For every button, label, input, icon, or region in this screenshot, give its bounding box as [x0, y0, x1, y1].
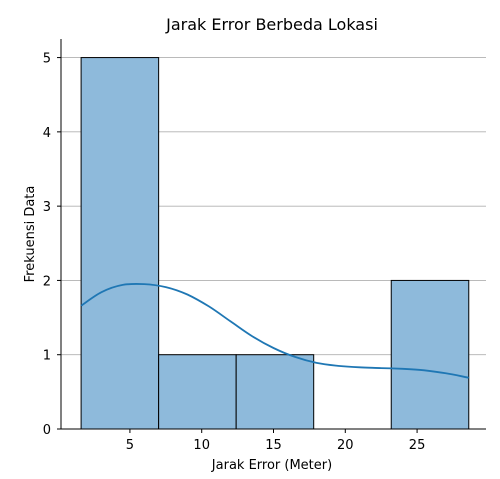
x-tick-label: 15 — [265, 438, 282, 453]
y-tick-label: 5 — [43, 52, 51, 67]
histogram-bar — [158, 354, 237, 430]
y-tick-label: 2 — [43, 274, 51, 289]
kde-curve — [80, 282, 469, 379]
x-tick-label: 25 — [409, 438, 426, 453]
histogram-bar — [80, 57, 160, 430]
histogram-bar — [390, 279, 470, 430]
chart-title: Jarak Error Berbeda Lokasi — [165, 15, 378, 34]
y-axis-label: Frekuensi Data — [23, 186, 38, 283]
y-tick-label: 0 — [43, 423, 51, 438]
x-axis-ticks: 5 10 15 20 25 — [126, 429, 426, 453]
x-tick-label: 10 — [193, 438, 210, 453]
x-tick-label: 5 — [126, 438, 134, 453]
x-tick-label: 20 — [337, 438, 354, 453]
y-axis-ticks: 0 1 2 3 4 5 — [43, 52, 61, 438]
y-tick-label: 1 — [43, 349, 51, 364]
y-tick-label: 4 — [43, 126, 51, 141]
histogram-bar — [235, 354, 315, 430]
y-tick-label: 3 — [43, 200, 51, 215]
histogram-bars — [80, 57, 470, 430]
x-axis-label: Jarak Error (Meter) — [211, 458, 332, 473]
